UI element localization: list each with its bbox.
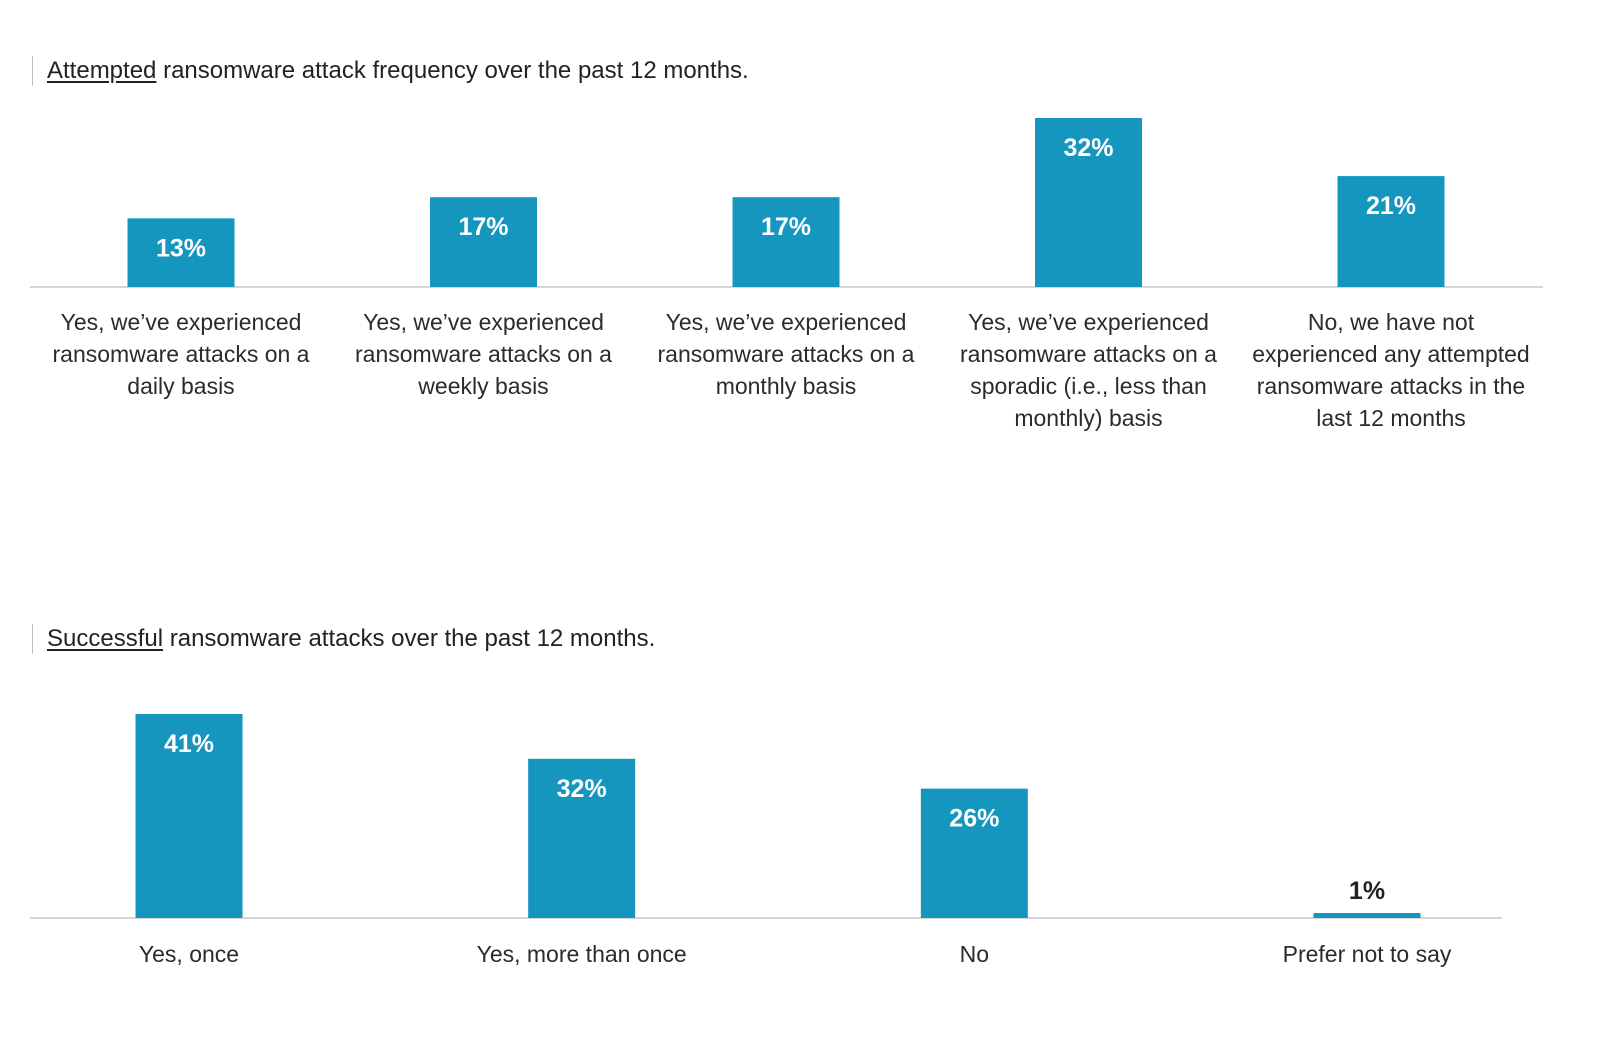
category-label: Yes, once [139,941,239,967]
category-label: Yes, we’ve experienced ransomware attacks… [53,309,310,399]
bar-value-label: 32% [557,775,607,803]
category-label-line: experienced any attempted [1252,341,1529,367]
bar [732,197,840,287]
chart-2-title-rest: ransomware attacks over the past 12 mont… [163,625,656,652]
bar [1337,176,1445,287]
bar [1035,118,1142,287]
bar-value-label: 21% [1366,192,1416,220]
chart-1-title-rest: ransomware attack frequency over the pas… [156,57,749,84]
bar-value-label: 32% [1063,134,1113,162]
bar [135,714,243,918]
chart-1-title-emphasis: Attempted [47,57,157,84]
bar-value-label: 17% [761,213,811,241]
bar [528,758,636,918]
category-label-line: Yes, more than once [477,941,687,967]
category-label-line: Yes, we’ve experienced [363,309,604,335]
category-label: No, we have not experienced any attempted… [1252,309,1529,431]
category-label-line: ransomware attacks in the [1257,373,1525,399]
bar-value-label: 41% [164,730,214,758]
category-label-line: ransomware attacks on a [960,341,1217,367]
category-label-line: sporadic (i.e., less than [970,373,1207,399]
category-label: Yes, we’ve experienced ransomware attacks… [355,309,612,399]
category-label-line: ransomware attacks on a [355,341,612,367]
category-label-line: Yes, once [139,941,239,967]
category-label-line: No, we have not [1308,309,1475,335]
category-label-line: No [960,941,989,967]
bar-value-label: 17% [458,213,508,241]
bar [127,218,235,287]
successful-attacks-bar-chart: 41% Yes, once 32% Yes, more than once 26% No 1… [30,714,1502,967]
category-label-line: monthly basis [716,373,857,399]
chart-2-title: Successful ransomware attacks over the p… [32,624,655,654]
category-label-line: weekly basis [417,373,548,399]
category-label-line: Yes, we’ve experienced [968,309,1209,335]
category-label-line: daily basis [127,373,234,399]
category-label-line: last 12 months [1316,405,1466,431]
category-label-line: Yes, we’ve experienced [666,309,907,335]
bar-value-label: 1% [1349,877,1385,905]
chart-2-title-emphasis: Successful [47,625,164,652]
bar [920,788,1028,918]
bar [1313,913,1421,918]
category-label: No [960,941,989,967]
bar [430,197,537,287]
category-label: Yes, we’ve experienced ransomware attacks… [960,309,1217,431]
category-label: Yes, we’ve experienced ransomware attacks… [658,309,915,399]
bar-value-label: 26% [949,805,999,833]
category-label-line: Yes, we’ve experienced [61,309,302,335]
category-label-line: monthly) basis [1014,405,1162,431]
bar-value-label: 13% [156,234,206,262]
category-label-line: Prefer not to say [1283,941,1452,967]
category-label: Yes, more than once [477,941,687,967]
chart-1-title: Attempted ransomware attack frequency ov… [32,56,749,86]
category-label-line: ransomware attacks on a [53,341,310,367]
attempted-attacks-bar-chart: 13% Yes, we’ve experienced ransomware atta… [30,118,1543,431]
category-label: Prefer not to say [1283,941,1452,967]
category-label-line: ransomware attacks on a [658,341,915,367]
